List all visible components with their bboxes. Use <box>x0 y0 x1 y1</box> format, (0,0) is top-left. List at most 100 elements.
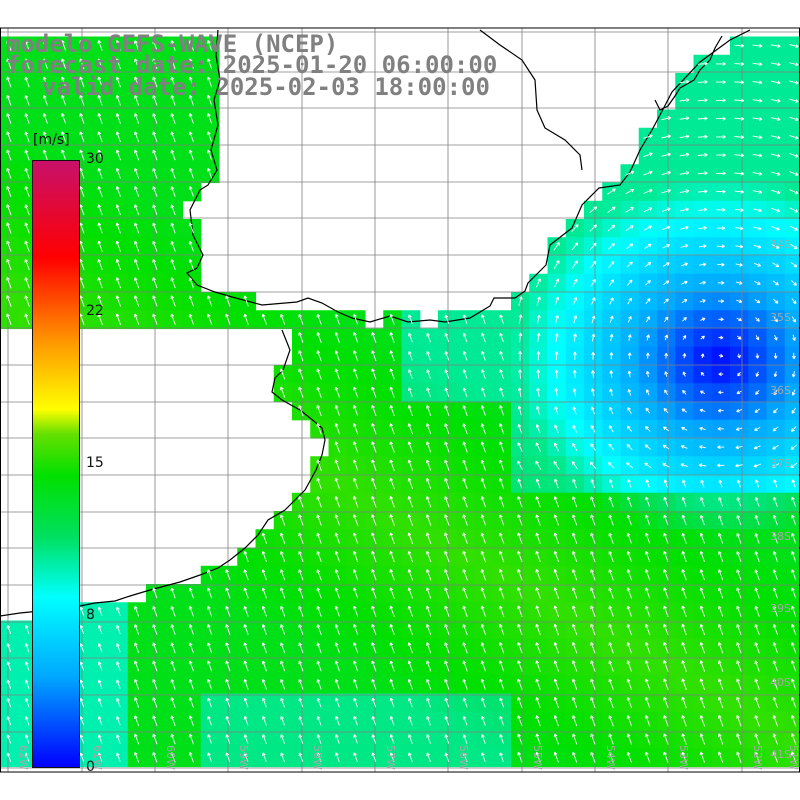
wind-arrow <box>425 587 432 599</box>
lon-label: 58W <box>311 745 324 770</box>
wind-arrow <box>444 587 450 599</box>
wind-arrow <box>444 660 450 672</box>
wind-arrow <box>480 642 487 654</box>
wind-arrow <box>663 426 669 432</box>
wind-arrow <box>170 113 176 124</box>
wind-arrow <box>134 605 140 617</box>
wind-cell <box>784 638 800 658</box>
wind-arrow <box>754 587 760 599</box>
wind-arrow <box>644 280 651 286</box>
wind-arrow <box>663 407 669 414</box>
wind-arrow <box>243 313 249 325</box>
wind-arrow <box>334 642 340 654</box>
wind-arrow <box>225 715 231 726</box>
wind-arrow <box>261 605 267 617</box>
wind-arrow <box>134 167 140 179</box>
wind-arrow <box>737 353 741 359</box>
wind-arrow <box>790 751 797 763</box>
wind-arrow <box>170 587 176 599</box>
wind-arrow <box>553 587 560 599</box>
wind-arrow <box>664 371 668 377</box>
wind-arrow <box>736 751 742 763</box>
wind-arrow <box>626 733 633 745</box>
wind-arrow <box>170 40 176 51</box>
wind-arrow <box>371 386 377 398</box>
wind-arrow <box>462 605 468 617</box>
wind-arrow <box>6 716 12 726</box>
wind-arrow <box>115 58 121 70</box>
wind-cell <box>784 146 800 165</box>
wind-arrow <box>535 460 542 470</box>
wind-arrow <box>353 697 358 708</box>
wind-arrow <box>480 477 487 490</box>
wind-arrow <box>753 262 762 267</box>
wind-arrow <box>663 660 669 672</box>
wind-arrow <box>608 587 614 599</box>
wind-arrow <box>499 332 504 343</box>
wind-arrow <box>262 734 267 744</box>
wind-arrow <box>334 678 340 690</box>
wind-arrow <box>679 171 690 175</box>
wind-arrow <box>734 116 745 121</box>
wind-arrow <box>134 94 140 106</box>
wind-arrow <box>481 715 486 726</box>
wind-arrow <box>518 296 523 306</box>
wind-arrow <box>426 734 431 744</box>
coastline-interior-path <box>479 29 583 171</box>
wind-arrow <box>115 277 122 289</box>
wind-arrow <box>591 297 596 305</box>
wind-arrow <box>517 678 523 690</box>
wind-arrow <box>664 352 669 359</box>
wind-arrow <box>517 550 523 563</box>
wind-arrow <box>207 569 213 581</box>
wind-arrow <box>498 587 505 599</box>
wind-arrow <box>790 696 797 709</box>
wind-arrow <box>334 459 341 471</box>
wind-arrow <box>608 733 614 745</box>
lat-label: 37S <box>770 457 791 470</box>
wind-arrow <box>116 624 121 635</box>
wind-arrow <box>280 368 286 380</box>
wind-arrow <box>97 624 103 635</box>
wind-arrow <box>407 514 414 526</box>
wind-arrow <box>754 317 760 322</box>
wind-arrow <box>790 280 797 286</box>
wind-arrow <box>225 734 231 744</box>
wind-arrow <box>6 76 12 88</box>
wind-arrow <box>571 224 579 232</box>
wind-arrow <box>735 281 743 285</box>
wind-arrow <box>517 460 523 470</box>
wind-arrow <box>773 408 779 414</box>
wind-arrow <box>734 153 745 158</box>
wind-arrow <box>170 733 176 745</box>
wind-arrow <box>6 734 12 744</box>
wind-arrow <box>553 569 560 581</box>
wind-arrow <box>407 569 414 581</box>
wind-arrow <box>462 642 468 654</box>
wind-arrow <box>590 696 596 709</box>
wind-arrow <box>699 426 706 431</box>
wind-arrow <box>626 462 633 469</box>
wind-arrow <box>699 733 706 745</box>
wind-arrow <box>316 752 322 763</box>
lat-label: 38S <box>770 530 791 543</box>
wind-arrow <box>517 623 523 636</box>
wind-arrow <box>116 679 121 689</box>
wind-arrow <box>407 496 414 508</box>
wind-arrow <box>664 389 668 396</box>
lon-label: 54W <box>604 745 617 770</box>
wind-arrow <box>572 532 578 544</box>
wind-arrow <box>371 734 377 744</box>
wind-arrow <box>681 496 687 507</box>
wind-arrow <box>663 298 669 304</box>
wind-arrow <box>115 167 121 179</box>
wind-arrow <box>207 587 213 599</box>
wind-arrow <box>754 569 760 581</box>
wind-arrow <box>371 332 377 343</box>
wind-arrow <box>134 277 140 289</box>
wind-arrow <box>371 660 377 672</box>
wind-arrow <box>698 207 708 212</box>
wind-arrow <box>754 532 760 544</box>
wind-arrow <box>42 76 48 88</box>
wind-arrow <box>97 204 103 216</box>
